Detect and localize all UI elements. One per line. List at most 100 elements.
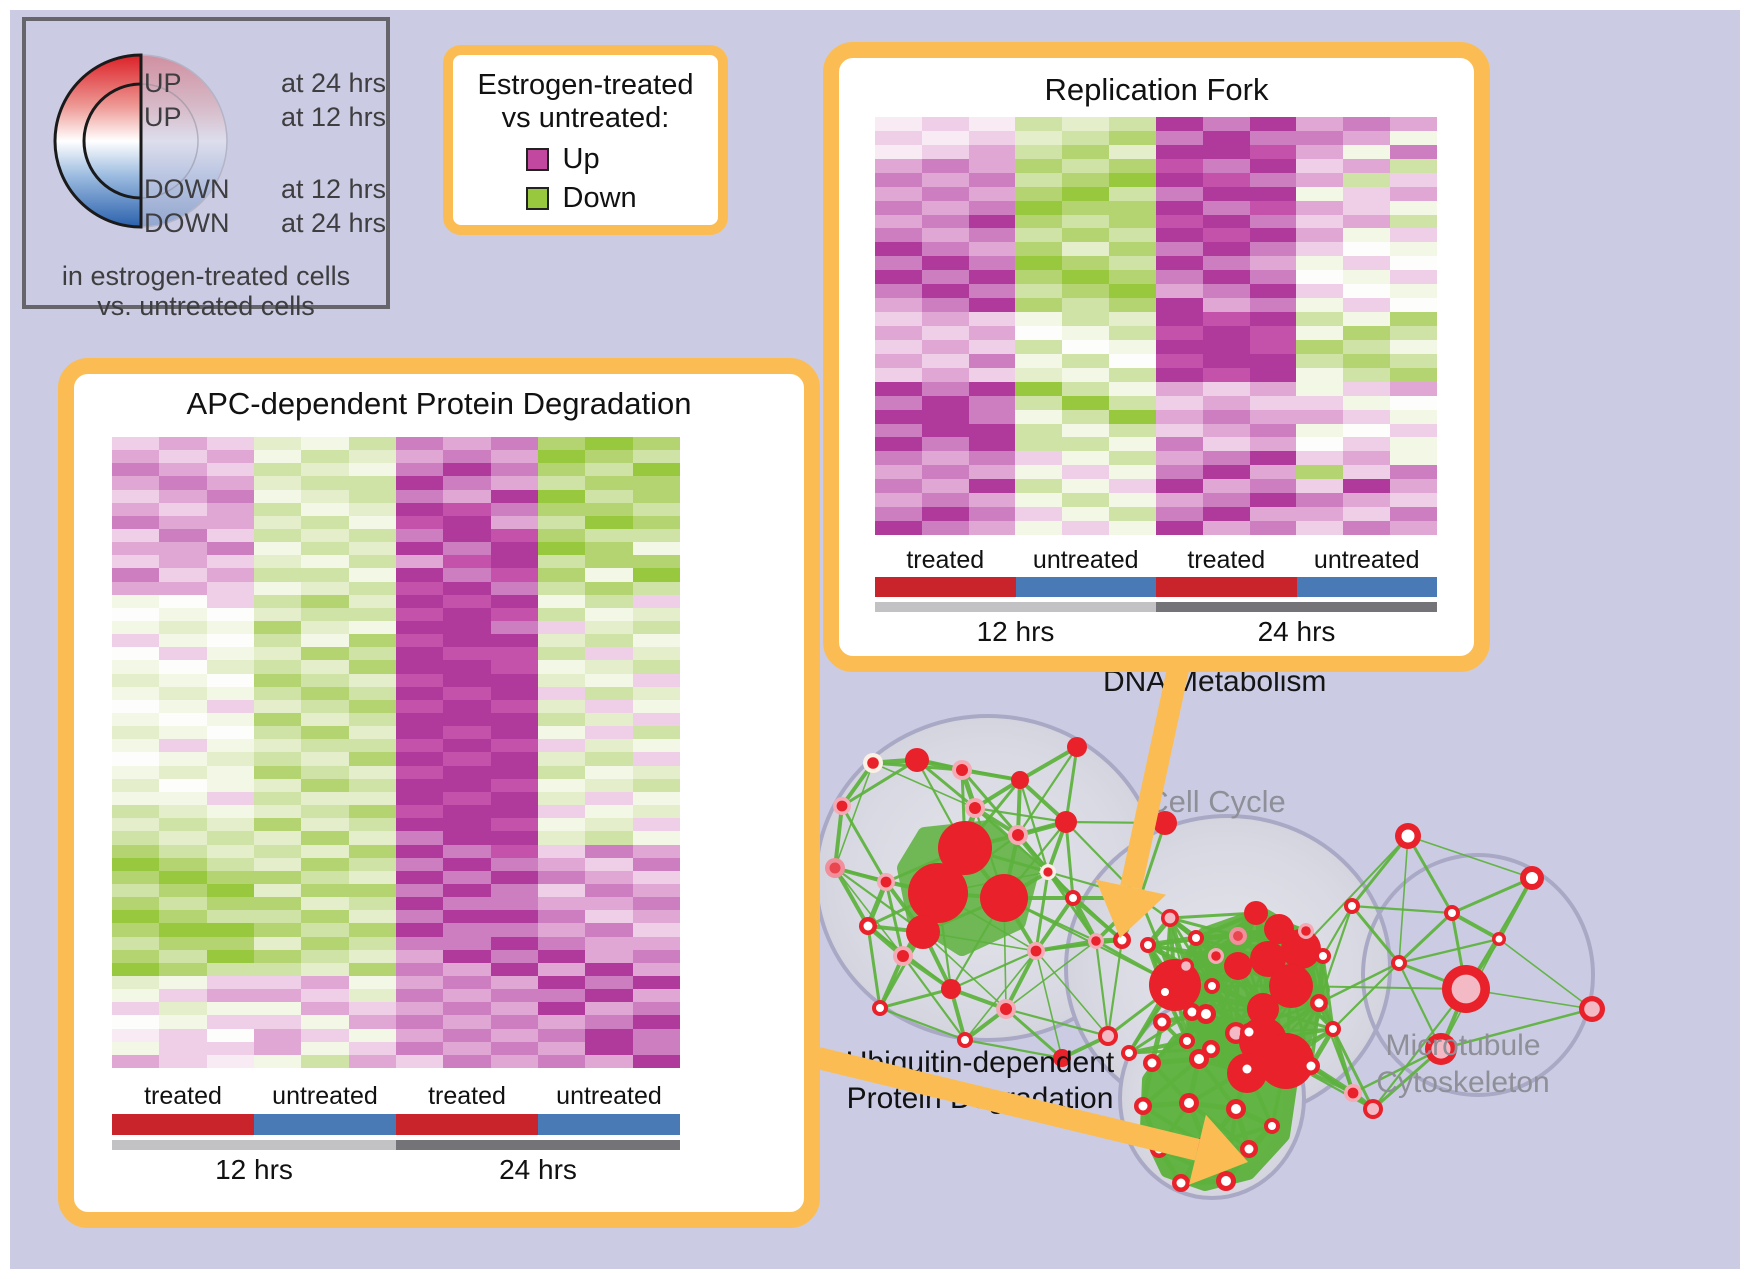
heatmap-cell xyxy=(1062,228,1110,243)
heatmap-cell xyxy=(921,423,969,438)
gene-node-solid xyxy=(1269,964,1313,1008)
gene-node-rw xyxy=(1113,931,1131,949)
heatmap-cell xyxy=(875,200,922,215)
heatmap-cell xyxy=(585,1002,633,1016)
heatmap-cell xyxy=(395,831,444,845)
heatmap-cell xyxy=(348,1002,396,1016)
heatmap-cell xyxy=(395,463,444,477)
heatmap-cell xyxy=(968,298,1016,313)
heatmap-cell xyxy=(395,607,444,622)
heatmap-cell xyxy=(537,1002,586,1016)
heatmap-cell xyxy=(1343,242,1391,257)
cluster-label-3: Cytoskeleton xyxy=(1376,1066,1549,1099)
heatmap-cell xyxy=(1343,298,1391,313)
heatmap-cell xyxy=(301,437,349,451)
heatmap-cell xyxy=(253,568,302,582)
heatmap-cell xyxy=(159,910,207,924)
heatmap-cell xyxy=(1062,144,1110,159)
heatmap-cell xyxy=(537,713,586,727)
heatmap-cell xyxy=(537,844,586,858)
heatmap-cell xyxy=(301,739,349,753)
heatmap-cell xyxy=(443,647,491,661)
heatmap-cell xyxy=(1015,242,1063,257)
heatmap-cell xyxy=(537,949,586,963)
heatmap-cell xyxy=(1390,200,1437,215)
heatmap-cell xyxy=(206,752,254,766)
heatmap-cell xyxy=(1249,256,1297,271)
heatmap-cell xyxy=(206,581,254,595)
apc-time-labels: 12 hrs 24 hrs xyxy=(112,1154,680,1186)
heatmap-cell xyxy=(490,989,538,1003)
legend-item-down: Down xyxy=(525,182,646,215)
gene-node-rw xyxy=(1172,1174,1190,1192)
ring-label-up-outer: UP xyxy=(144,68,182,98)
cluster-ellipse-mt xyxy=(1361,853,1595,1097)
heatmap-cell xyxy=(1296,256,1344,271)
heatmap-cell xyxy=(632,910,680,924)
apc-group-labels: treated untreated treated untreated xyxy=(112,1082,680,1111)
heatmap-cell xyxy=(159,515,207,530)
heatmap-cell xyxy=(206,1028,254,1042)
heatmap-cell xyxy=(968,353,1016,368)
heatmap-cell xyxy=(443,502,491,516)
heatmap-cell xyxy=(159,844,207,858)
heatmap-cell xyxy=(348,726,396,740)
heatmap-cell xyxy=(1249,200,1297,215)
heatmap-cell xyxy=(537,463,586,477)
heatmap-cell xyxy=(395,699,444,714)
heatmap-cell xyxy=(1296,270,1344,285)
heatmap-cell xyxy=(1062,117,1110,131)
heatmap-cell xyxy=(1015,186,1063,201)
heatmap-cell xyxy=(537,975,586,990)
heatmap-cell xyxy=(968,200,1016,215)
heatmap-cell xyxy=(348,607,396,622)
heatmap-cell xyxy=(1015,158,1063,173)
heatmap-cell xyxy=(490,542,538,556)
heatmap-cell xyxy=(875,298,922,313)
heatmap-cell xyxy=(395,975,444,990)
heatmap-cell xyxy=(1062,381,1110,396)
heatmap-cell xyxy=(632,1015,680,1029)
heatmap-cell xyxy=(112,923,160,937)
heatmap-cell xyxy=(1202,493,1250,508)
heatmap-cell xyxy=(1343,493,1391,508)
heatmap-cell xyxy=(1202,381,1250,396)
heatmap-cell xyxy=(585,989,633,1003)
gene-node-rw xyxy=(1344,898,1360,914)
heatmap-cell xyxy=(490,831,538,845)
heatmap-cell xyxy=(1249,437,1297,452)
heatmap-cell xyxy=(395,542,444,556)
heatmap-cell xyxy=(537,726,586,740)
heatmap-cell xyxy=(585,463,633,477)
heatmap-cell xyxy=(395,791,444,806)
heatmap-cell xyxy=(348,778,396,792)
heatmap-cell xyxy=(490,450,538,464)
heatmap-cell xyxy=(1109,144,1156,159)
heatmap-cell xyxy=(395,857,444,871)
heatmap-cell xyxy=(1015,117,1063,131)
heatmap-cell xyxy=(1062,186,1110,201)
heatmap-cell xyxy=(1109,381,1156,396)
heatmap-cell xyxy=(537,542,586,556)
heatmap-cell xyxy=(1249,395,1297,410)
heatmap-cell xyxy=(348,1015,396,1029)
heatmap-cell xyxy=(585,713,633,727)
heatmap-cell xyxy=(875,256,922,271)
heatmap-cell xyxy=(206,1054,254,1068)
heatmap-cell xyxy=(875,172,922,187)
heatmap-cell xyxy=(443,1028,491,1042)
heatmap-cell xyxy=(159,975,207,990)
heatmap-cell xyxy=(301,542,349,556)
heatmap-cell xyxy=(443,831,491,845)
heatmap-cell xyxy=(1155,298,1203,313)
heatmap-cell xyxy=(585,699,633,714)
heatmap-cell xyxy=(1390,451,1437,466)
heatmap-cell xyxy=(1062,326,1110,340)
heatmap-cell xyxy=(1249,144,1297,159)
heatmap-cell xyxy=(112,489,160,503)
gene-node-hp xyxy=(1008,825,1028,845)
heatmap-cell xyxy=(253,450,302,464)
heatmap-cell xyxy=(112,660,160,674)
heatmap-cell xyxy=(206,989,254,1003)
